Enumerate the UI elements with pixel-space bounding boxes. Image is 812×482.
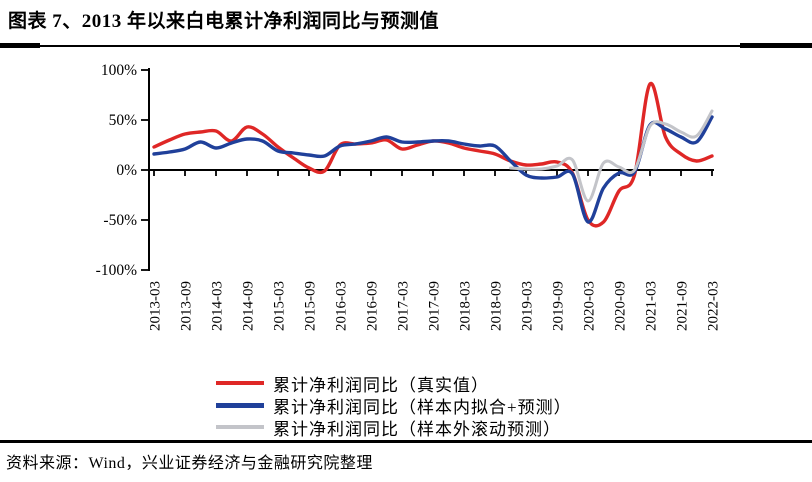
x-tick-label: 2015-03: [272, 281, 288, 331]
x-tick-label: 2015-09: [303, 281, 319, 331]
x-tick-label: 2018-09: [489, 281, 505, 331]
legend-label: 累计净利润同比（样本外滚动预测）: [273, 419, 561, 439]
legend-line-swatch-blue: [216, 402, 264, 408]
legend-item-outsample-forecast: 累计净利润同比（样本外滚动预测）: [216, 416, 572, 439]
y-tick-label: 50%: [109, 112, 138, 129]
series-line-0: [152, 82, 714, 228]
x-tick-label: 2019-09: [551, 281, 567, 331]
y-tick-label: 100%: [101, 62, 137, 79]
x-tick-label: 2014-09: [241, 281, 257, 331]
x-tick-label: 2021-03: [644, 281, 660, 331]
legend-item-actual: 累计净利润同比（真实值）: [216, 372, 572, 395]
chart-legend: 累计净利润同比（真实值） 累计净利润同比（样本内拟合+预测） 累计净利润同比（样…: [216, 372, 572, 439]
x-tick-label: 2017-09: [427, 281, 443, 331]
legend-line-swatch-gray: [216, 425, 264, 429]
legend-label: 累计净利润同比（真实值）: [273, 375, 489, 395]
x-tick-label: 2020-09: [613, 281, 629, 331]
x-tick-label: 2021-09: [675, 281, 691, 331]
x-tick-label: 2017-03: [396, 281, 412, 331]
source-note: 资料来源：Wind，兴业证券经济与金融研究院整理: [6, 455, 373, 472]
y-tick-label: 0%: [116, 162, 137, 179]
series-line-2: [509, 109, 714, 203]
x-tick-label: 2020-03: [582, 281, 598, 331]
x-tick-label: 2016-09: [365, 281, 381, 331]
title-divider: [0, 45, 812, 47]
legend-item-insample-fit: 累计净利润同比（样本内拟合+预测）: [216, 394, 572, 417]
x-tick-label: 2014-03: [210, 281, 226, 331]
series-line-1: [152, 115, 714, 224]
figure-title: 图表 7、2013 年以来白电累计净利润同比与预测值: [8, 11, 440, 32]
footer-divider: [0, 440, 812, 443]
legend-label: 累计净利润同比（样本内拟合+预测）: [273, 397, 572, 417]
y-tick-label: -50%: [103, 212, 137, 229]
x-tick-label: 2019-03: [520, 281, 536, 331]
x-tick-label: 2013-03: [148, 281, 164, 331]
x-tick-label: 2022-03: [706, 281, 722, 331]
x-tick-label: 2013-09: [179, 281, 195, 331]
title-divider-thick-left: [0, 43, 40, 48]
title-divider-thick-right: [740, 43, 812, 48]
x-tick-label: 2018-03: [458, 281, 474, 331]
x-tick-label: 2016-03: [334, 281, 350, 331]
legend-line-swatch-red: [216, 381, 264, 385]
y-tick-label: -100%: [96, 262, 137, 279]
